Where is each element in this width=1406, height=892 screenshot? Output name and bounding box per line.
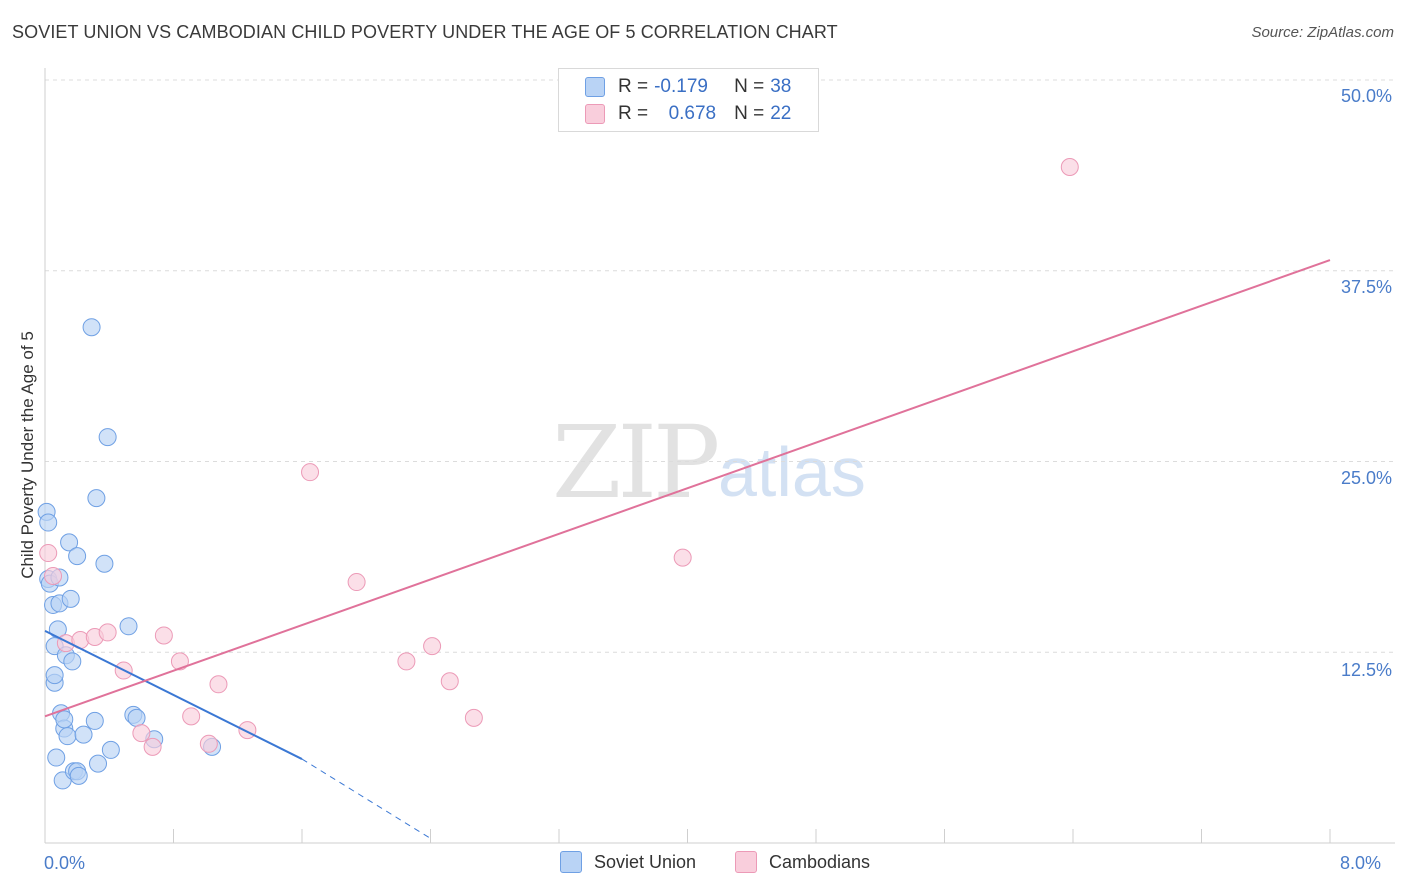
data-point-soviet-union bbox=[47, 748, 66, 767]
data-point-soviet-union bbox=[58, 727, 77, 746]
x-tick-label: 8.0% bbox=[1340, 853, 1382, 873]
watermark-zip: ZIP bbox=[552, 404, 720, 521]
stats-row-soviet-union: R = -0.179 N = 38 bbox=[585, 74, 791, 100]
data-point-soviet-union bbox=[101, 740, 120, 759]
legend-label: Soviet Union bbox=[594, 851, 697, 872]
data-point-soviet-union bbox=[98, 428, 117, 447]
data-point-soviet-union bbox=[45, 666, 64, 685]
n-value: 22 bbox=[770, 103, 792, 124]
data-point-cambodians bbox=[182, 707, 201, 726]
y-tick-label: 50.0% bbox=[1340, 86, 1392, 106]
data-point-soviet-union bbox=[39, 513, 58, 532]
r-label: R = bbox=[618, 76, 649, 97]
trend-line-cambodians bbox=[44, 259, 1331, 718]
data-point-soviet-union bbox=[60, 533, 79, 552]
data-point-soviet-union bbox=[74, 725, 93, 744]
watermark-atlas: atlas bbox=[718, 433, 866, 511]
data-point-soviet-union bbox=[61, 589, 80, 608]
data-point-cambodians bbox=[423, 637, 442, 656]
x-tick-label: 0.0% bbox=[44, 853, 86, 873]
legend-label: Cambodians bbox=[769, 851, 871, 872]
data-point-cambodians bbox=[98, 623, 117, 642]
y-tick-label: 25.0% bbox=[1340, 468, 1392, 488]
y-axis-label: Child Poverty Under the Age of 5 bbox=[18, 331, 37, 579]
legend-swatch bbox=[735, 851, 757, 873]
data-point-soviet-union bbox=[87, 489, 106, 508]
data-point-soviet-union bbox=[82, 318, 101, 337]
data-point-soviet-union bbox=[69, 766, 88, 785]
data-point-soviet-union bbox=[55, 710, 74, 729]
chart-title: SOVIET UNION VS CAMBODIAN CHILD POVERTY … bbox=[12, 22, 838, 42]
data-point-cambodians bbox=[39, 544, 58, 563]
data-point-soviet-union bbox=[119, 617, 138, 636]
data-point-cambodians bbox=[301, 463, 320, 482]
y-tick-label: 12.5% bbox=[1340, 660, 1392, 680]
data-point-cambodians bbox=[347, 573, 366, 592]
data-point-soviet-union bbox=[63, 652, 82, 671]
data-point-cambodians bbox=[143, 737, 162, 756]
r-value: 0.678 bbox=[668, 103, 717, 124]
n-label: N = bbox=[734, 103, 765, 124]
trend-line-soviet-union-extension bbox=[301, 758, 431, 839]
legend-item-soviet-union[interactable]: Soviet Union bbox=[560, 851, 696, 873]
data-point-soviet-union bbox=[68, 547, 87, 566]
n-label: N = bbox=[734, 76, 765, 97]
trend-line-soviet-union bbox=[44, 629, 303, 760]
legend-swatch bbox=[560, 851, 582, 873]
data-point-cambodians bbox=[209, 675, 228, 694]
source-label: Source: ZipAtlas.com bbox=[1251, 24, 1394, 41]
data-point-cambodians bbox=[673, 548, 692, 567]
data-point-cambodians bbox=[238, 721, 257, 740]
legend-swatch bbox=[585, 77, 605, 97]
data-point-soviet-union bbox=[127, 708, 146, 727]
n-value: 38 bbox=[770, 76, 792, 97]
y-tick-label: 37.5% bbox=[1340, 277, 1392, 297]
r-value: -0.179 bbox=[654, 76, 708, 97]
data-point-soviet-union bbox=[85, 711, 104, 730]
r-label: R = bbox=[618, 103, 649, 124]
data-point-soviet-union bbox=[89, 754, 108, 773]
stats-row-cambodians: R = 0.678 N = 22 bbox=[585, 101, 791, 127]
data-point-cambodians bbox=[464, 708, 483, 727]
data-point-cambodians bbox=[44, 566, 63, 585]
data-point-cambodians bbox=[154, 626, 173, 645]
data-point-cambodians bbox=[440, 672, 459, 691]
data-point-cambodians bbox=[132, 724, 151, 743]
data-point-cambodians bbox=[199, 734, 218, 753]
legend-item-cambodians[interactable]: Cambodians bbox=[735, 851, 870, 873]
data-point-cambodians bbox=[170, 652, 189, 671]
legend-swatch bbox=[585, 104, 605, 124]
data-point-cambodians bbox=[397, 652, 416, 671]
data-point-cambodians bbox=[1060, 157, 1079, 176]
data-point-soviet-union bbox=[95, 554, 114, 573]
stats-legend: R = -0.179 N = 38 R = 0.678 N = 22 bbox=[558, 68, 819, 132]
